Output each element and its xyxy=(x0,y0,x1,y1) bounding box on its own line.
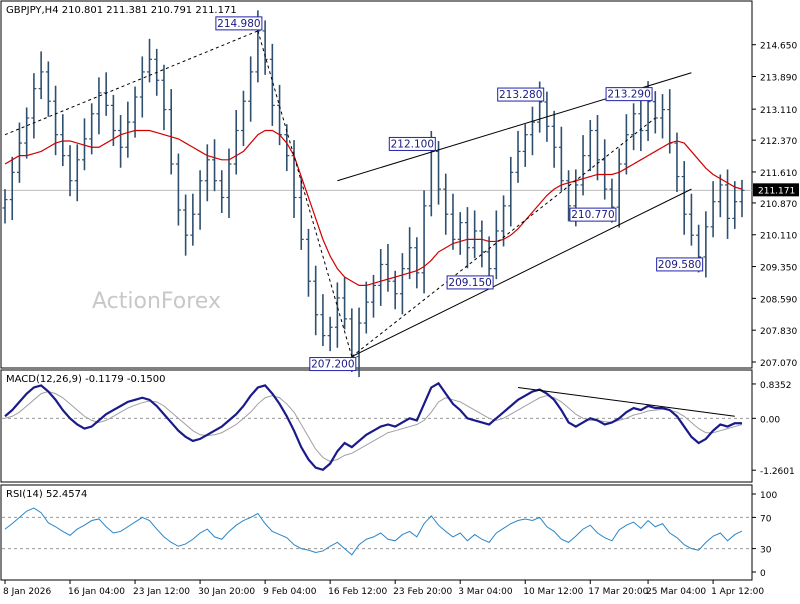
current-price-tag xyxy=(753,183,799,197)
price-axis-label: 209.350 xyxy=(760,264,797,274)
price-axis-label: 210.870 xyxy=(760,200,797,210)
watermark: ActionForex xyxy=(92,289,221,314)
price-annotation-box xyxy=(605,87,653,102)
time-axis-label: 16 Feb 12:00 xyxy=(328,587,387,597)
price-panel-frame xyxy=(0,0,753,369)
time-axis-label: 1 Apr 12:00 xyxy=(711,587,764,597)
price-axis-label: 207.830 xyxy=(760,327,797,337)
price-annotation-label: 210.770 xyxy=(571,209,614,221)
time-axis-label: 8 Jan 2026 xyxy=(3,587,51,597)
time-axis-label: 30 Jan 20:00 xyxy=(198,587,255,597)
rsi-line xyxy=(4,507,743,556)
macd-axis-label: -1.2601 xyxy=(760,467,795,477)
rsi-panel-title: RSI(14) 52.4574 xyxy=(6,489,87,500)
rsi-axis-label: 0 xyxy=(760,569,766,579)
price-annotation-box xyxy=(446,275,494,290)
time-axis-label: 16 Jan 04:00 xyxy=(68,587,125,597)
price-annotation-box xyxy=(497,87,545,102)
time-axis-label: 9 Feb 04:00 xyxy=(263,587,317,597)
price-annotation-label: 213.280 xyxy=(499,89,542,101)
price-annotation-box xyxy=(569,207,617,222)
time-axis-label: 23 Feb 20:00 xyxy=(393,587,452,597)
rsi-axis-label: 70 xyxy=(760,514,772,524)
current-price-label: 211.171 xyxy=(758,186,795,196)
moving-average-line xyxy=(4,129,743,286)
macd-axis-label: 0.00 xyxy=(760,415,780,425)
time-axis-label: 23 Jan 12:00 xyxy=(133,587,190,597)
time-axis-label: 3 Mar 04:00 xyxy=(458,587,513,597)
rsi-panel-frame xyxy=(0,484,753,581)
price-axis-label: 207.070 xyxy=(760,359,797,369)
price-axis-label: 212.370 xyxy=(760,137,797,147)
time-axis-label: 10 Mar 12:00 xyxy=(523,587,583,597)
price-axis-label: 208.590 xyxy=(760,295,797,305)
macd-trendline xyxy=(517,386,735,417)
price-annotation-label: 209.150 xyxy=(448,277,491,289)
macd-layer xyxy=(2,381,752,471)
time-axis-label: 25 Mar 04:00 xyxy=(646,587,706,597)
price-layer: 214.980 212.100 213.280 213.290 210.770 209.1… xyxy=(2,10,752,378)
rsi-axis-label: 30 xyxy=(760,546,772,556)
channel-trendline xyxy=(351,188,692,358)
price-annotation-label: 207.200 xyxy=(311,359,354,371)
dashed-trendline xyxy=(257,30,353,357)
price-axis-label: 214.650 xyxy=(760,42,797,52)
price-annotation-box xyxy=(656,257,704,272)
price-annotation-box xyxy=(309,357,357,372)
rsi-layer xyxy=(2,507,752,556)
price-axis-label: 210.110 xyxy=(760,232,797,242)
price-annotation-box xyxy=(215,16,263,31)
macd-axis-label: 0.8352 xyxy=(760,381,792,391)
macd-panel-title: MACD(12,26,9) -0.1179 -0.1500 xyxy=(6,374,166,385)
axis-layer: 214.650 213.890 213.110 212.370 211.610 210.8… xyxy=(3,42,799,597)
price-annotation-box xyxy=(388,136,436,151)
price-axis-label: 213.890 xyxy=(760,74,797,84)
price-panel-title: GBPJPY,H4 210.801 211.381 210.791 211.17… xyxy=(6,5,237,16)
price-annotation-label: 213.290 xyxy=(607,89,650,101)
time-axis-label: 17 Mar 20:00 xyxy=(588,587,648,597)
macd-line xyxy=(4,381,743,471)
price-annotation-label: 214.980 xyxy=(217,18,260,30)
price-annotation-label: 209.580 xyxy=(658,259,701,271)
macd-panel-frame xyxy=(0,369,753,483)
price-annotation-label: 212.100 xyxy=(391,138,434,150)
price-axis-label: 213.110 xyxy=(760,106,797,116)
dashed-trendline xyxy=(351,117,656,357)
price-axis-label: 211.610 xyxy=(760,169,797,179)
rsi-axis-label: 100 xyxy=(760,491,777,501)
macd-signal-line xyxy=(4,391,743,463)
